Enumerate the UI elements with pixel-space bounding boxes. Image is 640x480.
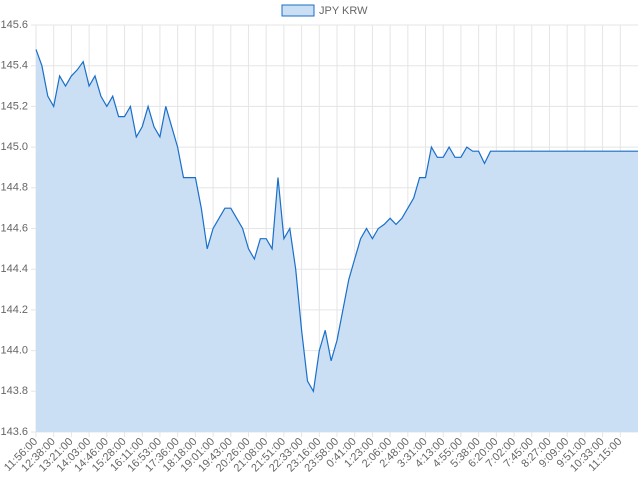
line — [35, 49, 638, 394]
y-tick-label: 144.2 — [0, 304, 28, 316]
y-tick-label: 144.4 — [0, 263, 28, 275]
y-tick-label: 145.2 — [0, 100, 28, 112]
area-fill — [36, 49, 638, 433]
y-tick-label: 144.0 — [0, 345, 28, 357]
legend-swatch — [281, 4, 315, 17]
legend-label: JPY KRW — [319, 5, 368, 17]
y-tick-label: 143.8 — [0, 385, 28, 397]
y-tick-label: 144.8 — [0, 182, 28, 194]
y-tick-label: 145.4 — [0, 60, 28, 72]
y-tick-label: 145.0 — [0, 141, 28, 153]
y-tick-label: 143.6 — [0, 426, 28, 438]
y-tick-label: 145.6 — [0, 19, 28, 31]
y-tick-label: 144.6 — [0, 222, 28, 234]
